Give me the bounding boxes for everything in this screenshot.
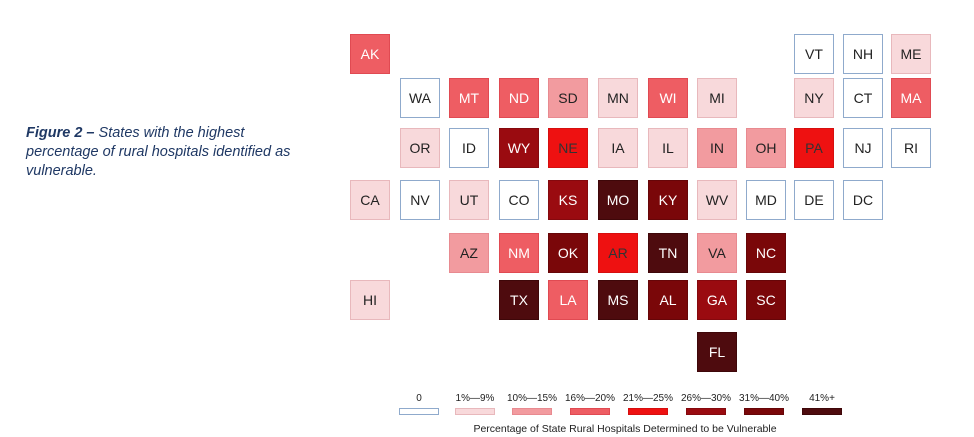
state-tile-ny: NY xyxy=(794,78,834,118)
legend-label: 0 xyxy=(416,393,422,404)
state-tile-nc: NC xyxy=(746,233,786,273)
figure-caption: Figure 2 – States with the highest perce… xyxy=(26,124,296,181)
state-tile-fl: FL xyxy=(697,332,737,372)
legend-swatch xyxy=(744,408,784,415)
state-tile-mo: MO xyxy=(598,180,638,220)
state-tile-de: DE xyxy=(794,180,834,220)
legend-swatch xyxy=(512,408,552,415)
legend-label: 41%+ xyxy=(809,393,835,404)
state-tile-nm: NM xyxy=(499,233,539,273)
legend-swatch xyxy=(570,408,610,415)
figure-caption-text: States with the highest percentage of ru… xyxy=(26,125,291,179)
legend-label: 10%—15% xyxy=(506,393,558,404)
state-tile-az: AZ xyxy=(449,233,489,273)
state-tile-ca: CA xyxy=(350,180,390,220)
state-tile-hi: HI xyxy=(350,280,390,320)
state-tile-nv: NV xyxy=(400,180,440,220)
state-tile-ks: KS xyxy=(548,180,588,220)
state-tile-ar: AR xyxy=(598,233,638,273)
state-tile-in: IN xyxy=(697,128,737,168)
state-tile-il: IL xyxy=(648,128,688,168)
state-tile-ky: KY xyxy=(648,180,688,220)
state-tile-la: LA xyxy=(548,280,588,320)
state-tile-wi: WI xyxy=(648,78,688,118)
state-tile-ok: OK xyxy=(548,233,588,273)
state-tile-tx: TX xyxy=(499,280,539,320)
state-tile-md: MD xyxy=(746,180,786,220)
state-tile-nj: NJ xyxy=(843,128,883,168)
state-tile-mt: MT xyxy=(449,78,489,118)
state-tile-mi: MI xyxy=(697,78,737,118)
state-tile-me: ME xyxy=(891,34,931,74)
state-tile-pa: PA xyxy=(794,128,834,168)
state-tile-id: ID xyxy=(449,128,489,168)
state-tile-ct: CT xyxy=(843,78,883,118)
legend-swatch xyxy=(399,408,439,415)
legend-label: 16%—20% xyxy=(564,393,616,404)
state-tile-wa: WA xyxy=(400,78,440,118)
state-tile-ma: MA xyxy=(891,78,931,118)
state-tile-or: OR xyxy=(400,128,440,168)
legend-swatch xyxy=(802,408,842,415)
state-tile-co: CO xyxy=(499,180,539,220)
state-tile-wy: WY xyxy=(499,128,539,168)
legend-swatch xyxy=(455,408,495,415)
state-tile-al: AL xyxy=(648,280,688,320)
state-tile-sd: SD xyxy=(548,78,588,118)
state-tile-va: VA xyxy=(697,233,737,273)
state-tile-ga: GA xyxy=(697,280,737,320)
figure-label: Figure 2 – xyxy=(26,125,95,141)
state-tile-sc: SC xyxy=(746,280,786,320)
legend-swatch xyxy=(686,408,726,415)
state-tile-ak: AK xyxy=(350,34,390,74)
legend-label: 21%—25% xyxy=(622,393,674,404)
state-tile-ri: RI xyxy=(891,128,931,168)
state-tile-ne: NE xyxy=(548,128,588,168)
state-tile-mn: MN xyxy=(598,78,638,118)
state-tile-nd: ND xyxy=(499,78,539,118)
state-tile-ut: UT xyxy=(449,180,489,220)
state-tile-ia: IA xyxy=(598,128,638,168)
state-tile-nh: NH xyxy=(843,34,883,74)
state-tile-tn: TN xyxy=(648,233,688,273)
state-tile-dc: DC xyxy=(843,180,883,220)
state-tile-vt: VT xyxy=(794,34,834,74)
state-tile-wv: WV xyxy=(697,180,737,220)
legend-label: 1%—9% xyxy=(455,393,495,404)
legend-label: 31%—40% xyxy=(738,393,790,404)
state-tile-ms: MS xyxy=(598,280,638,320)
legend-swatch xyxy=(628,408,668,415)
state-tile-oh: OH xyxy=(746,128,786,168)
legend-label: 26%—30% xyxy=(680,393,732,404)
legend-title: Percentage of State Rural Hospitals Dete… xyxy=(473,423,777,435)
